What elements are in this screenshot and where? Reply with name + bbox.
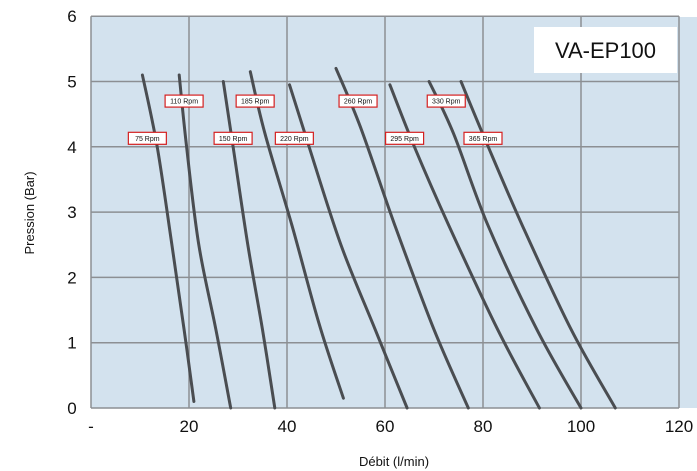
rpm-label-box [274,131,314,145]
rpm-label-box [235,94,275,108]
y-axis-title: Pression (Bar) [22,171,37,254]
y-tick-label: 2 [67,268,76,287]
rpm-label-text: 295 Rpm [390,136,419,143]
grid-lines [90,15,680,409]
rpm-label-text: 330 Rpm [432,99,461,106]
rpm-label-text: 260 Rpm [344,99,373,106]
x-tick-label: 60 [376,417,395,436]
rpm-curve [140,73,196,403]
y-tick-label: 1 [67,334,76,353]
rpm-curve [334,66,470,410]
y-tick-label: 0 [67,399,76,418]
rpm-label-box [463,131,503,145]
rpm-label-box [385,131,425,145]
x-axis-title: Débit (l/min) [359,454,429,469]
rpm-curve [288,83,409,410]
rpm-curves [140,66,617,410]
rpm-label: 260 Rpm [338,94,378,108]
rpm-label-text: 75 Rpm [135,136,160,143]
y-tick-label: 3 [67,203,76,222]
y-tick-label: 6 [67,7,76,26]
rpm-label-box [338,94,378,108]
rpm-label-text: 365 Rpm [469,136,498,143]
rpm-label-text: 185 Rpm [241,99,270,106]
rpm-labels: 75 Rpm 110 Rpm 150 Rpm 185 Rpm 220 Rpm 260 Rp… [127,94,503,145]
rpm-curve [221,80,277,410]
rpm-label: 185 Rpm [235,94,275,108]
chart-title: VA-EP100 [555,38,656,63]
x-tick-label: 100 [567,417,595,436]
rpm-label-text: 220 Rpm [280,136,309,143]
y-tick-label: 5 [67,73,76,92]
rpm-label-text: 150 Rpm [219,136,248,143]
model-badge-box [534,27,677,73]
rpm-label-text: 110 Rpm [170,99,198,106]
rpm-label: 110 Rpm [164,94,204,108]
x-tick-label: 80 [474,417,493,436]
tick-labels: - 20 40 60 80 100 120 0 1 2 3 4 5 6 [67,7,693,436]
rpm-label: 330 Rpm [426,94,466,108]
rpm-curve [388,83,541,410]
rpm-curve [427,80,583,410]
x-tick-label: 40 [278,417,297,436]
rpm-label: 150 Rpm [213,131,253,145]
rpm-label: 365 Rpm [463,131,503,145]
rpm-label-box [127,131,167,145]
rpm-label: 75 Rpm [127,131,167,145]
rpm-label-box [164,94,204,108]
rpm-label-box [213,131,253,145]
rpm-label: 295 Rpm [385,131,425,145]
rpm-curve [248,70,345,400]
rpm-label-box [426,94,466,108]
rpm-label: 220 Rpm [274,131,314,145]
rpm-curve [177,73,233,410]
y-tick-label: 4 [67,138,76,157]
model-badge: VA-EP100 [534,27,677,73]
x-tick-label: 120 [665,417,693,436]
x-tick-label: 20 [180,417,199,436]
rpm-curve [459,80,617,410]
x-tick-label: - [88,417,94,436]
